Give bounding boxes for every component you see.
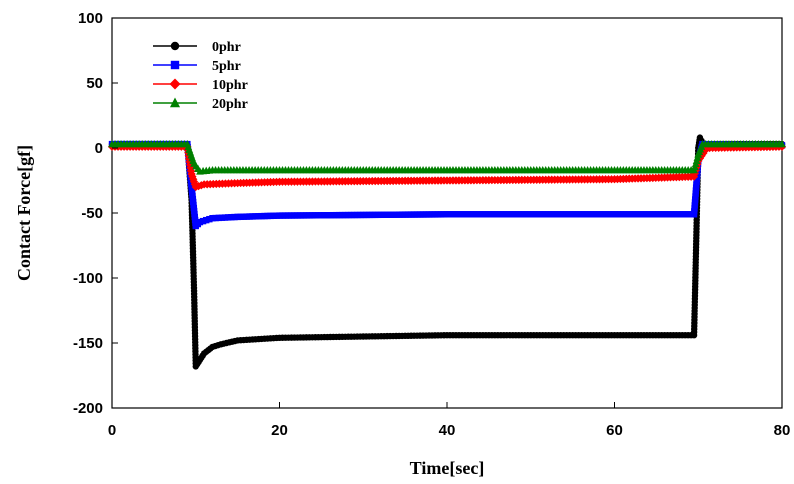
x-tick-label: 0 — [108, 422, 116, 439]
legend-label: 10phr — [212, 78, 248, 93]
legend-marker — [169, 78, 181, 90]
series-layer — [107, 134, 787, 370]
legend-item-20phr: 20phr — [153, 97, 248, 112]
y-tick-label: 50 — [86, 75, 103, 92]
x-tick-label: 80 — [774, 422, 791, 439]
x-tick-label: 40 — [439, 422, 456, 439]
legend-item-5phr: 5phr — [153, 59, 241, 74]
series-20phr — [108, 139, 786, 175]
legend-label: 0phr — [212, 40, 241, 55]
legend-marker — [170, 60, 180, 70]
y-tick-label: 0 — [95, 140, 103, 157]
legend-marker — [169, 97, 181, 108]
legend-label: 5phr — [212, 59, 241, 74]
y-tick-label: -200 — [73, 400, 103, 417]
y-tick-label: 100 — [78, 10, 103, 27]
y-tick-label: -50 — [81, 205, 103, 222]
x-axis-title: Time[sec] — [410, 458, 485, 478]
legend: 0phr 5phr 10phr 20phr — [153, 40, 248, 112]
data-point — [778, 139, 786, 148]
y-tick-label: -100 — [73, 270, 103, 287]
legend-marker — [170, 41, 180, 51]
x-tick-label: 20 — [271, 422, 288, 439]
legend-item-0phr: 0phr — [153, 40, 241, 55]
legend-item-10phr: 10phr — [153, 78, 248, 93]
y-tick-label: -150 — [73, 335, 103, 352]
x-tick-label: 60 — [606, 422, 623, 439]
ticks-layer: 100 50 0 -50 -100 -150 -200 0 20 40 60 80 — [73, 10, 790, 439]
y-axis-title: Contact Force[gf] — [14, 145, 34, 281]
legend-label: 20phr — [212, 97, 248, 112]
